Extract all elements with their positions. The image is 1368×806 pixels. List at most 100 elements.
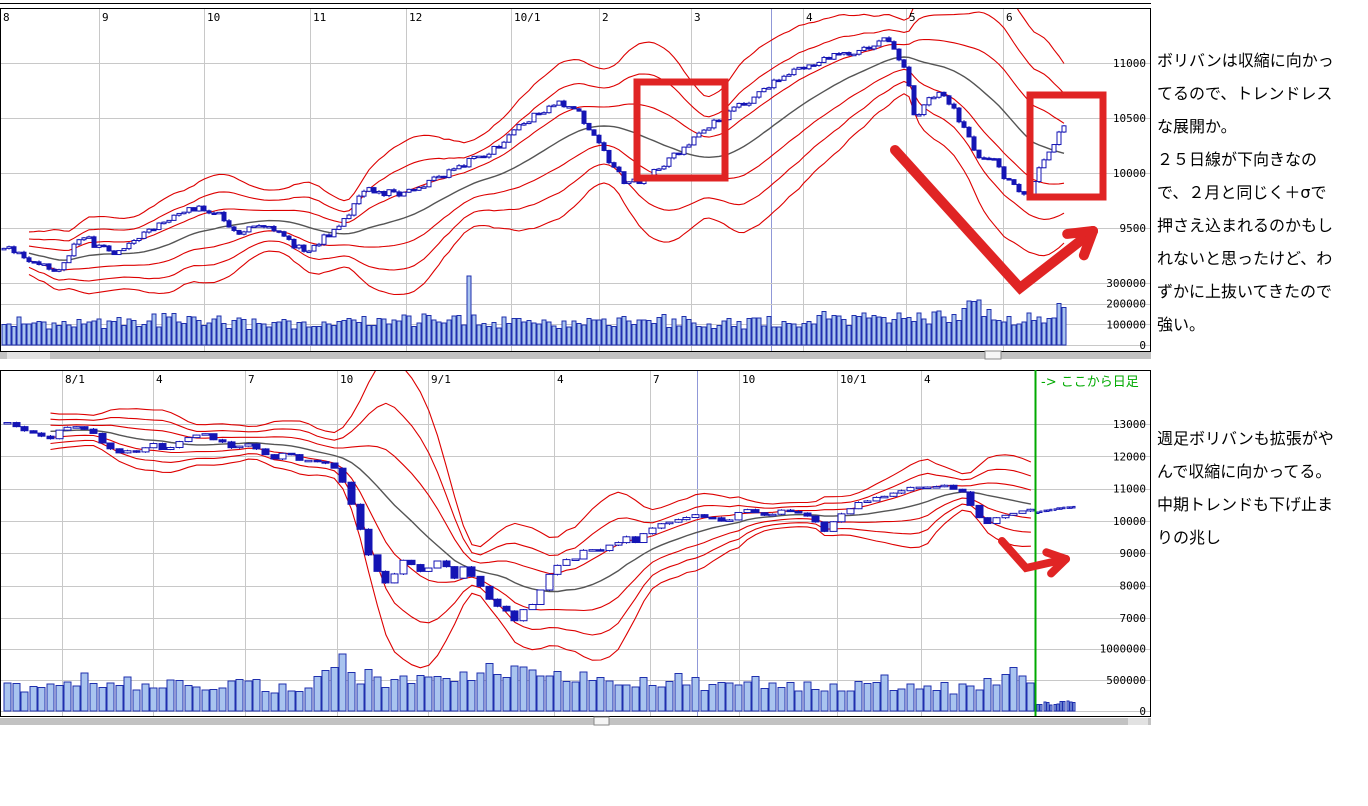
x-axis-label: 4	[557, 373, 564, 386]
volume-bar	[545, 675, 554, 712]
volume-bar	[376, 317, 382, 346]
candle-body	[20, 426, 29, 432]
candle-body	[390, 573, 399, 584]
candle-body	[336, 225, 342, 230]
volume-axis-label: 200000	[1106, 298, 1146, 311]
volume-bar	[708, 683, 717, 712]
candle-body	[244, 443, 253, 447]
volume-bar	[639, 677, 648, 712]
candle-body	[381, 190, 387, 197]
volume-bar	[646, 319, 652, 346]
volume-bar	[406, 315, 412, 346]
volume-bar	[846, 690, 855, 712]
volume-bar	[111, 321, 117, 346]
candle-body	[605, 544, 614, 552]
candle-body	[316, 243, 322, 247]
volume-bar	[235, 679, 244, 712]
volume-bar	[81, 323, 87, 346]
candles	[1, 36, 1067, 273]
candle-body	[111, 250, 117, 256]
candle-body	[760, 512, 769, 516]
candle-body	[586, 122, 592, 131]
volume-bar	[1059, 701, 1063, 712]
candle-body	[270, 454, 279, 460]
candle-body	[1001, 166, 1007, 180]
volume-bar	[622, 684, 631, 712]
volume-bar	[743, 681, 752, 712]
scrollbar-track[interactable]	[0, 352, 1151, 359]
volume-bar	[121, 325, 127, 346]
volume-bar	[588, 679, 597, 712]
candle-body	[1056, 507, 1060, 510]
candle-body	[596, 134, 602, 144]
candle-body	[1006, 178, 1012, 181]
annotation-arrow-head	[1078, 226, 1098, 261]
candle-body	[496, 145, 502, 149]
note-line: で、２月と同じく＋σで	[1157, 183, 1327, 202]
candle-body	[756, 91, 762, 98]
volume-bar	[636, 319, 642, 346]
volume-bar	[665, 681, 674, 712]
scrollbar-thumb[interactable]	[984, 350, 1002, 360]
volume-bar	[252, 679, 261, 712]
volume-bar	[562, 681, 571, 712]
volume-bar	[906, 317, 912, 346]
volume-bar	[436, 321, 442, 346]
candle-body	[29, 430, 38, 434]
x-axis-label: 12	[409, 11, 422, 24]
volume-bar	[966, 300, 972, 346]
candle-body	[841, 52, 847, 55]
volume-bar	[221, 322, 227, 346]
volume-bar	[553, 671, 562, 712]
volume-bar	[396, 320, 402, 346]
volume-bar	[450, 681, 459, 712]
volume-bar	[576, 322, 582, 346]
horizontal-scrollbar[interactable]	[0, 350, 1151, 360]
volume-bar	[776, 326, 782, 346]
volume-bar	[641, 319, 647, 346]
daily-start-marker-label: -> ここから日足	[1041, 375, 1139, 390]
candle-body	[946, 95, 952, 105]
candle-body	[562, 559, 571, 566]
volume-bar	[1056, 703, 1060, 712]
volume-bar	[401, 314, 407, 346]
candle-body	[351, 203, 357, 216]
candle-body	[176, 212, 182, 216]
volume-bar	[771, 326, 777, 346]
volume-bar	[674, 673, 683, 712]
volume-bar	[227, 680, 236, 712]
candle-body	[1059, 507, 1063, 510]
axis-labels: 8 9 10 11 12 10/1 2 3 4 5 6 11000 10500 10000 9500 3000…	[3, 11, 1146, 352]
candle-body	[771, 79, 777, 89]
volume-bar	[496, 327, 502, 346]
volume-bar	[614, 684, 623, 712]
volume-bar	[1039, 703, 1043, 712]
note-line: ２５日線が下向きなの	[1157, 150, 1318, 169]
candle-body	[536, 589, 545, 605]
horizontal-scrollbar[interactable]	[0, 716, 1151, 726]
volume-bar	[706, 323, 712, 346]
note-line: な展開か。	[1157, 117, 1237, 136]
volume-bar	[231, 320, 237, 346]
volume-bar	[986, 308, 992, 346]
candle-body	[921, 104, 927, 116]
candle-body	[306, 250, 312, 254]
candle-body	[271, 225, 277, 232]
candle-body	[399, 559, 408, 575]
volume-bar	[426, 314, 432, 346]
volume-bar	[991, 319, 997, 346]
candle-body	[510, 610, 519, 622]
scrollbar-thumb[interactable]	[593, 716, 610, 726]
volume-bar	[209, 689, 218, 712]
volume-bar	[66, 324, 72, 346]
volume-bar	[711, 327, 717, 346]
volume-bar	[126, 318, 132, 346]
candle-body	[131, 239, 137, 244]
candle-body	[63, 426, 72, 431]
volume-bar	[682, 684, 691, 712]
volume-bar	[321, 670, 330, 712]
candle-body	[614, 542, 623, 546]
scrollbar-track[interactable]	[0, 718, 1151, 725]
candle-body	[541, 112, 547, 115]
